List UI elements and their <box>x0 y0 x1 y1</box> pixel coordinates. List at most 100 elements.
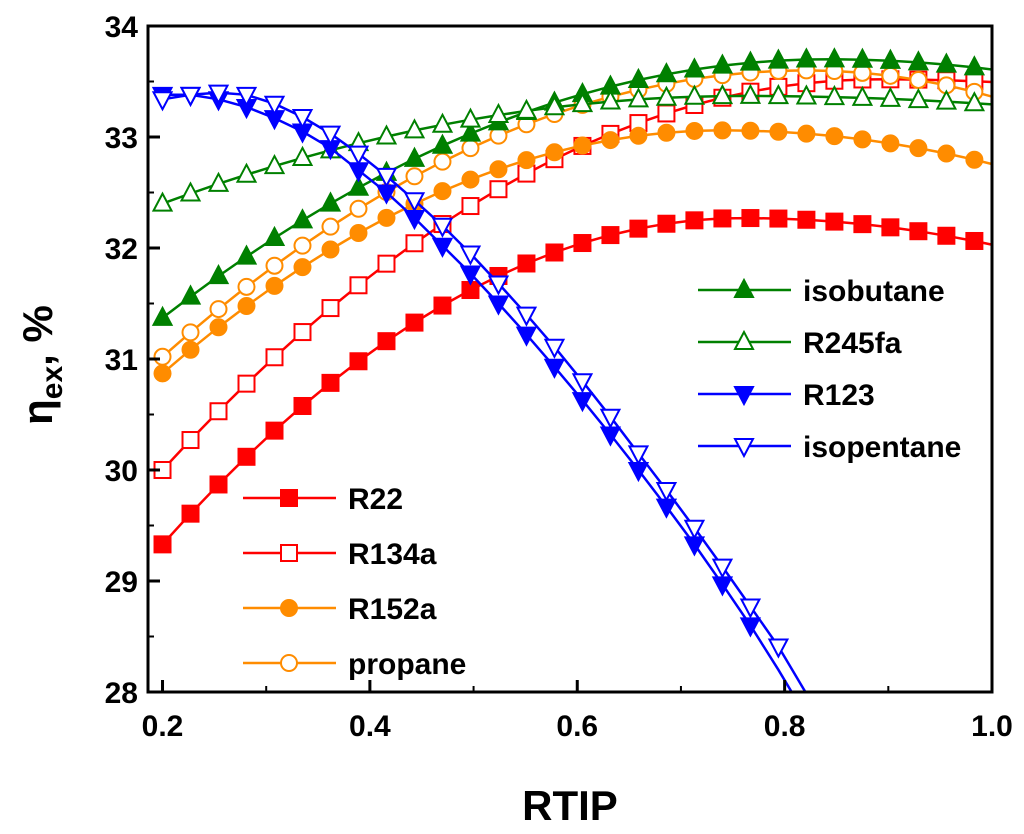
data-point-r134a-4 <box>265 348 284 367</box>
data-point-r245fa-27 <box>907 87 930 109</box>
data-point-isopentane-11 <box>459 245 482 266</box>
data-point-r22-24 <box>825 212 844 231</box>
series-line-isopentane <box>162 91 807 692</box>
data-point-r245fa-11 <box>459 107 482 128</box>
data-point-r22-8 <box>377 332 396 351</box>
data-point-isobutane-23 <box>795 47 818 68</box>
data-point-propane-2 <box>209 300 228 319</box>
data-point-r245fa-26 <box>879 86 902 107</box>
legend-label-r152a: R152a <box>348 593 437 626</box>
data-point-r152a-20 <box>713 121 732 140</box>
data-point-r134a-1 <box>181 431 200 450</box>
data-point-r245fa-17 <box>627 87 650 108</box>
data-point-r245fa-16 <box>599 89 622 110</box>
x-tick-label-1: 0.4 <box>349 710 391 743</box>
data-point-isobutane-28 <box>935 52 958 73</box>
data-point-r152a-29 <box>965 150 984 169</box>
data-point-isopentane-0 <box>151 91 174 112</box>
y-tick-label-1: 29 <box>105 566 138 599</box>
data-point-r152a-14 <box>545 143 564 162</box>
data-point-isobutane-19 <box>683 57 706 78</box>
data-point-r152a-19 <box>685 121 704 140</box>
y-axis-title-suffix: , % <box>14 305 61 366</box>
data-point-propane-7 <box>349 199 368 218</box>
data-point-isopentane-1 <box>179 86 202 107</box>
y-tick-label-6: 34 <box>105 11 139 44</box>
data-point-r152a-26 <box>881 134 900 153</box>
data-point-r134a-6 <box>321 299 340 318</box>
data-point-r152a-28 <box>937 144 956 163</box>
y-tick-label-3: 31 <box>105 344 138 377</box>
data-point-r134a-18 <box>657 104 676 123</box>
data-point-r123-10 <box>431 237 454 258</box>
data-point-r152a-10 <box>433 182 452 201</box>
data-point-r152a-25 <box>853 130 872 149</box>
data-point-r22-9 <box>405 313 424 332</box>
data-point-r152a-27 <box>909 139 928 158</box>
data-point-isobutane-9 <box>403 146 426 167</box>
data-point-r152a-3 <box>237 296 256 315</box>
x-axis-title: RTIP <box>522 782 618 829</box>
data-point-r152a-11 <box>461 170 480 189</box>
data-point-r152a-17 <box>629 126 648 145</box>
data-point-r245fa-10 <box>431 112 454 133</box>
data-point-isopentane-12 <box>487 275 510 296</box>
data-point-r245fa-9 <box>403 118 426 139</box>
data-point-r245fa-0 <box>151 191 174 212</box>
data-point-r22-23 <box>797 210 816 229</box>
data-point-isobutane-3 <box>235 244 258 265</box>
legends: R22R134aR152apropaneisobutaneR245faR123i… <box>243 275 961 681</box>
data-point-r22-15 <box>573 234 592 253</box>
data-point-isobutane-27 <box>907 50 930 71</box>
y-tick-label-4: 32 <box>105 233 138 266</box>
legend-label-r123: R123 <box>803 379 875 412</box>
y-tick-label-5: 33 <box>105 122 138 155</box>
data-point-r22-19 <box>685 211 704 230</box>
data-point-r22-25 <box>853 215 872 234</box>
data-point-isobutane-11 <box>459 121 482 142</box>
data-point-isopentane-5 <box>291 109 314 130</box>
series-r152a <box>153 121 992 383</box>
data-point-r22-16 <box>601 226 620 245</box>
data-point-propane-10 <box>433 152 452 171</box>
data-point-isobutane-18 <box>655 62 678 83</box>
data-point-r22-20 <box>713 209 732 228</box>
data-point-r152a-8 <box>377 208 396 227</box>
data-point-isobutane-20 <box>711 53 734 74</box>
data-point-isopentane-22 <box>767 638 790 659</box>
data-point-isobutane-0 <box>151 305 174 326</box>
legend-label-isobutane: isobutane <box>803 275 945 308</box>
data-point-r245fa-18 <box>655 85 678 106</box>
data-point-propane-9 <box>405 167 424 186</box>
data-point-r134a-11 <box>461 197 480 216</box>
data-point-r152a-2 <box>209 318 228 337</box>
data-point-r152a-4 <box>265 276 284 295</box>
data-point-isobutane-2 <box>207 263 230 285</box>
data-point-r152a-6 <box>321 240 340 259</box>
data-point-r152a-13 <box>517 151 536 170</box>
data-point-propane-3 <box>237 277 256 296</box>
data-point-r22-13 <box>517 254 536 273</box>
data-point-r152a-5 <box>293 258 312 277</box>
data-point-isopentane-8 <box>375 167 398 188</box>
legend-lower-left: R22 R134a R152a propane <box>243 483 466 681</box>
data-point-r152a-21 <box>741 121 760 140</box>
data-point-propane-5 <box>293 236 312 255</box>
legend-marker-isobutane <box>733 277 755 298</box>
data-point-isobutane-5 <box>291 208 314 229</box>
legend-label-r245fa: R245fa <box>803 327 902 360</box>
data-point-isopentane-3 <box>235 86 258 107</box>
data-point-r152a-16 <box>601 131 620 150</box>
data-point-isobutane-17 <box>627 67 650 88</box>
data-point-propane-6 <box>321 217 340 236</box>
y-tick-label-2: 30 <box>105 455 138 488</box>
data-point-r134a-2 <box>209 402 228 421</box>
data-point-r245fa-15 <box>571 92 594 113</box>
data-point-r22-21 <box>741 209 760 228</box>
data-point-isobutane-22 <box>767 48 790 69</box>
data-point-propane-26 <box>881 66 900 85</box>
series-isopentane <box>151 84 807 692</box>
data-point-r22-3 <box>237 447 256 466</box>
data-point-r22-10 <box>433 296 452 315</box>
x-tick-label-2: 0.6 <box>556 710 598 743</box>
